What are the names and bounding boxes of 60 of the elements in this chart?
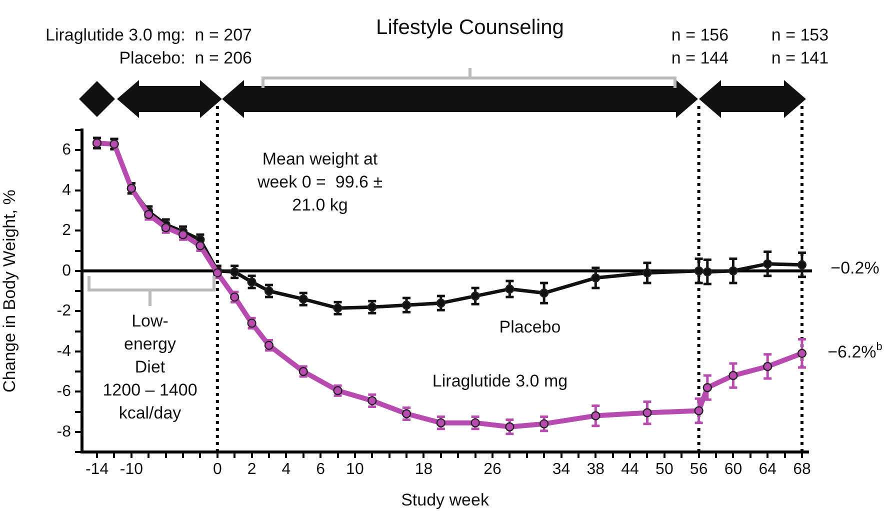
y-tick-label: 2 — [62, 222, 72, 240]
point — [702, 267, 712, 276]
x-tick-label: 6 — [316, 461, 326, 478]
series-label: Liraglutide 3.0 mg — [432, 372, 568, 391]
y-tick-label: 4 — [62, 182, 72, 199]
x-tick-label: 26 — [484, 461, 502, 478]
text: n = 153 — [771, 26, 829, 45]
x-tick-label: -14 — [85, 461, 109, 478]
y-tick-label: 0 — [62, 262, 72, 280]
point — [762, 259, 772, 268]
point — [591, 273, 600, 283]
point — [728, 266, 738, 276]
point — [402, 300, 412, 310]
point — [797, 348, 807, 358]
text: n = 156 — [671, 26, 729, 45]
point — [539, 288, 549, 298]
x-tick-label: 4 — [282, 461, 291, 478]
point — [694, 406, 704, 416]
point — [642, 408, 652, 418]
y-tick-label: -2 — [56, 302, 72, 320]
x-tick-label: 0 — [212, 461, 222, 478]
annotation: Low- energy Diet 1200 – 1400 kcal/day — [102, 312, 198, 423]
x-tick-label: 2 — [247, 461, 256, 478]
y-axis-title: Change in Body Weight, % — [0, 190, 19, 392]
point — [642, 268, 652, 278]
point — [436, 298, 446, 308]
text: n = 144 — [671, 48, 729, 68]
text: −0.2% — [830, 258, 880, 278]
text: n = 141 — [771, 48, 829, 68]
text: Placebo: n = 206 — [119, 48, 252, 68]
y-tick-label: 6 — [62, 142, 72, 159]
series-label: Placebo — [499, 318, 561, 337]
point — [694, 266, 704, 276]
x-tick-label: 60 — [724, 461, 742, 478]
x-tick-label: 68 — [793, 461, 811, 478]
point — [797, 260, 807, 270]
x-tick-label: 56 — [690, 461, 708, 478]
text: Lifestyle Counseling — [376, 16, 564, 39]
y-tick-label: -4 — [56, 342, 72, 360]
x-tick-label: 44 — [621, 461, 640, 478]
point — [591, 411, 600, 420]
y-tick-label: -6 — [56, 383, 72, 400]
x-tick-label: 38 — [586, 461, 605, 478]
x-tick-label: 64 — [758, 461, 777, 478]
x-tick-label: -10 — [120, 461, 144, 478]
point — [505, 284, 514, 294]
x-tick-label: 10 — [346, 461, 364, 478]
point — [702, 383, 712, 392]
point — [470, 291, 480, 301]
point — [539, 419, 549, 428]
x-tick-label: 18 — [414, 461, 433, 478]
x-tick-label: 50 — [656, 461, 674, 478]
text: Liraglutide 3.0 mg: n = 207 — [46, 26, 252, 45]
point — [505, 422, 514, 432]
x-axis-title: Study week — [401, 490, 490, 510]
x-tick-label: 34 — [552, 461, 570, 478]
point — [762, 362, 772, 372]
point — [728, 370, 738, 380]
y-tick-label: -8 — [56, 423, 72, 440]
annotation: Mean weight at week 0 = 99.6 ± 21.0 kg — [256, 150, 383, 215]
